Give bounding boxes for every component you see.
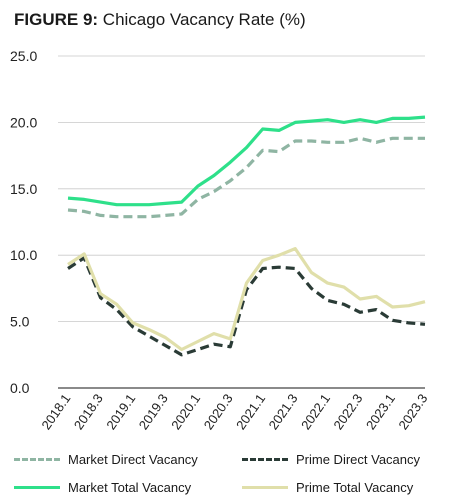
figure-number: FIGURE 9: [14,10,99,29]
x-tick-label: 2019.1 [103,391,138,432]
legend-swatch-prime-total [242,486,288,489]
series-line-market-total-vacancy [67,115,426,207]
legend-item-prime-total: Prime Total Vacancy [242,480,413,495]
x-tick-label: 2020.1 [168,391,203,432]
x-tick-label: 2022.3 [330,391,365,432]
x-tick-label: 2023.3 [395,391,430,432]
legend-swatch-market-total [14,486,60,489]
y-tick-label: 0.0 [10,380,30,396]
legend-item-market-direct: Market Direct Vacancy [14,452,198,467]
legend-item-prime-direct: Prime Direct Vacancy [242,452,420,467]
y-tick-label: 10.0 [10,247,37,263]
y-tick-label: 20.0 [10,114,37,130]
series-line-market-direct-vacancy [67,136,425,219]
x-tick-label: 2018.1 [38,391,73,432]
chart-title: FIGURE 9: Chicago Vacancy Rate (%) [14,10,306,30]
legend-label-prime-total: Prime Total Vacancy [296,480,414,495]
y-tick-label: 5.0 [10,314,30,330]
y-tick-label: 25.0 [10,48,37,64]
legend-label-market-total: Market Total Vacancy [68,480,192,495]
x-tick-label: 2020.3 [201,391,236,432]
legend-swatch-market-direct [14,458,60,461]
x-tick-label: 2019.3 [136,391,171,432]
x-tick-label: 2021.3 [266,391,301,432]
series-line-prime-direct-vacancy [67,256,426,357]
chart-title-text: Chicago Vacancy Rate (%) [102,10,306,29]
chart-legend: Market Direct Vacancy Prime Direct Vacan… [10,446,450,502]
x-tick-label: 2021.1 [233,391,268,432]
series-line-prime-total-vacancy [67,247,426,352]
legend-label-prime-direct: Prime Direct Vacancy [296,452,421,467]
line-chart: 0.0 5.0 10.0 15.0 20.0 25.0 2018.12018.32019.1… [10,48,430,432]
legend-label-market-direct: Market Direct Vacancy [68,452,198,467]
y-tick-label: 15.0 [10,181,37,197]
x-tick-label: 2022.1 [298,391,333,432]
x-tick-label: 2018.3 [71,391,106,432]
legend-swatch-prime-direct [242,458,288,461]
x-tick-label: 2023.1 [363,391,398,432]
legend-item-market-total: Market Total Vacancy [14,480,191,495]
